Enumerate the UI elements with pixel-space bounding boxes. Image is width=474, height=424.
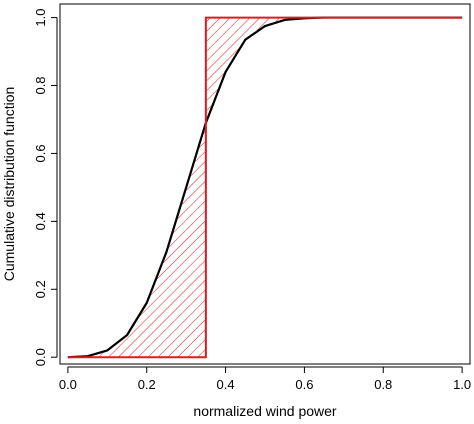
step-cdf-line	[67, 16, 463, 359]
y-axis-title: Cumulative distribution function	[1, 87, 17, 282]
x-axis-title: normalized wind power	[193, 403, 337, 419]
x-tick-label: 0.8	[374, 377, 392, 392]
y-tick-label: 0.8	[33, 76, 48, 94]
y-tick-label: 0.2	[33, 280, 48, 298]
y-tick-label: 0.6	[33, 144, 48, 162]
x-tick-label: 0.2	[138, 377, 156, 392]
hatched-area	[67, 17, 463, 358]
x-tick-label: 0.4	[217, 377, 235, 392]
x-tick-label: 1.0	[453, 377, 471, 392]
y-tick-label: 1.0	[33, 9, 48, 27]
x-tick-label: 0.0	[59, 377, 77, 392]
x-tick-label: 0.6	[295, 377, 313, 392]
plot-frame	[59, 3, 471, 365]
x-axis: 0.0 0.2 0.4 0.6 0.8 1.0	[59, 366, 471, 392]
empirical-cdf-line	[67, 16, 463, 359]
y-axis: 0.0 0.2 0.4 0.6 0.8 1.0	[33, 9, 58, 366]
y-tick-label: 0.0	[33, 348, 48, 366]
y-tick-label: 0.4	[33, 212, 48, 230]
